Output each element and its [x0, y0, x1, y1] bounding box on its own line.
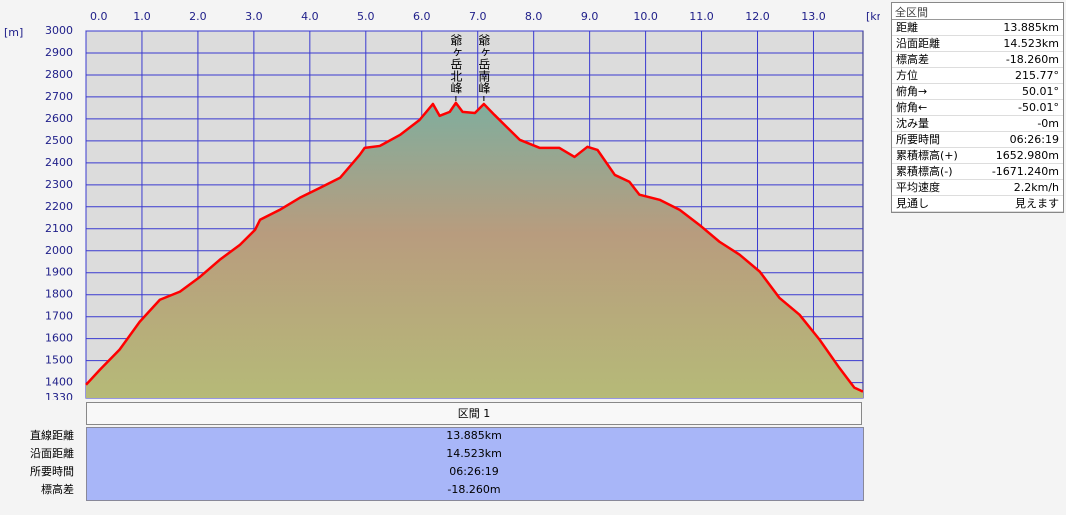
summary-value: 06:26:19: [1009, 133, 1059, 146]
summary-label: 方位: [896, 69, 918, 82]
summary-value: -1671.240m: [991, 165, 1059, 178]
y-tick-label: 2000: [45, 244, 73, 257]
x-tick-label: 12.0: [745, 10, 770, 23]
summary-value: 2.2km/h: [1013, 181, 1059, 194]
section-table: 区間 1 直線距離 13.885km 沿面距離 14.523km 所要時間 06:26:1…: [0, 402, 864, 501]
peak-label: 爺ヶ岳南峰: [477, 34, 491, 94]
summary-value: -0m: [1037, 117, 1059, 130]
y-axis-unit: [m]: [4, 26, 23, 39]
x-axis-unit: [km]: [866, 10, 880, 23]
section-value: -18.260m: [447, 483, 501, 496]
summary-label: 俯角→: [896, 85, 928, 98]
y-tick-label: 1600: [45, 332, 73, 345]
summary-value: 1652.980m: [995, 149, 1059, 162]
summary-value: 50.01°: [1022, 85, 1059, 98]
y-tick-label: 2100: [45, 222, 73, 235]
y-tick-label: 1700: [45, 310, 73, 323]
summary-value: 14.523km: [1003, 37, 1059, 50]
summary-row: 累積標高(+) 1652.980m: [892, 148, 1063, 164]
summary-row: 平均速度 2.2km/h: [892, 180, 1063, 196]
summary-label: 累積標高(-): [896, 165, 953, 178]
summary-row: 見通し 見えます: [892, 196, 1063, 212]
summary-row: 累積標高(-) -1671.240m: [892, 164, 1063, 180]
summary-value: 215.77°: [1015, 69, 1059, 82]
y-tick-label: 1800: [45, 288, 73, 301]
y-tick-label: 2800: [45, 68, 73, 81]
section-row: 直線距離 13.885km: [0, 427, 864, 445]
x-tick-label: 4.0: [301, 10, 319, 23]
y-tick-label: 2600: [45, 112, 73, 125]
x-tick-label: 8.0: [525, 10, 543, 23]
summary-label: 見通し: [896, 197, 929, 210]
profile-line: [85, 101, 864, 393]
x-tick-label: 6.0: [413, 10, 431, 23]
summary-label: 俯角←: [896, 101, 928, 114]
x-tick-label: 10.0: [633, 10, 658, 23]
y-tick-label: 1900: [45, 266, 73, 279]
summary-row: 俯角→ 50.01°: [892, 84, 1063, 100]
y-tick-label: 2200: [45, 200, 73, 213]
section-row: 所要時間 06:26:19: [0, 463, 864, 481]
y-tick-label: 2700: [45, 90, 73, 103]
summary-label: 沿面距離: [896, 37, 940, 50]
summary-row: 沈み量 -0m: [892, 116, 1063, 132]
summary-panel: 全区間 距離 13.885km 沿面距離 14.523km 標高差 -18.260m 方位 2…: [891, 2, 1064, 213]
summary-row: 所要時間 06:26:19: [892, 132, 1063, 148]
summary-label: 累積標高(+): [896, 149, 958, 162]
y-tick-label: 2300: [45, 178, 73, 191]
summary-value: 見えます: [1015, 197, 1059, 210]
summary-value: -18.260m: [1005, 53, 1059, 66]
summary-label: 所要時間: [896, 133, 940, 146]
summary-value: -50.01°: [1018, 101, 1059, 114]
summary-title: 全区間: [892, 3, 1063, 20]
section-label: 直線距離: [30, 429, 74, 442]
section-label: 標高差: [41, 483, 74, 496]
summary-label: 標高差: [896, 53, 929, 66]
section-value: 14.523km: [446, 447, 502, 460]
summary-label: 平均速度: [896, 181, 940, 194]
x-tick-label: 1.0: [133, 10, 151, 23]
summary-value: 13.885km: [1003, 21, 1059, 34]
summary-label: 沈み量: [896, 117, 929, 130]
summary-label: 距離: [896, 21, 918, 34]
summary-row: 沿面距離 14.523km: [892, 36, 1063, 52]
y-tick-label: 2400: [45, 156, 73, 169]
y-tick-label: 1500: [45, 354, 73, 367]
section-label: 沿面距離: [30, 447, 74, 460]
y-tick-label: 2500: [45, 134, 73, 147]
x-tick-label: 3.0: [245, 10, 263, 23]
section-row: 沿面距離 14.523km: [0, 445, 864, 463]
summary-row: 距離 13.885km: [892, 20, 1063, 36]
y-tick-label: 3000: [45, 24, 73, 37]
section-row: 標高差 -18.260m: [0, 481, 864, 499]
x-tick-label: 0.0: [90, 10, 108, 23]
peak-label: 爺ヶ岳北峰: [449, 34, 463, 94]
y-tick-label: 1330: [45, 391, 73, 400]
section-value: 06:26:19: [449, 465, 499, 478]
x-tick-label: 2.0: [189, 10, 207, 23]
y-tick-label: 1400: [45, 376, 73, 389]
y-tick-label: 2900: [45, 46, 73, 59]
x-tick-label: 7.0: [469, 10, 487, 23]
section-header[interactable]: 区間 1: [86, 402, 862, 425]
x-tick-label: 11.0: [689, 10, 714, 23]
summary-row: 方位 215.77°: [892, 68, 1063, 84]
section-value: 13.885km: [446, 429, 502, 442]
x-tick-label: 5.0: [357, 10, 375, 23]
summary-row: 俯角← -50.01°: [892, 100, 1063, 116]
summary-row: 標高差 -18.260m: [892, 52, 1063, 68]
section-values-bg: [86, 427, 864, 501]
terrain-area: [86, 102, 863, 398]
section-label: 所要時間: [30, 465, 74, 478]
profile-chart: [m] [km] 1330 1400 1500 1600 1700 1800 1900 200…: [4, 10, 880, 400]
x-tick-label: 13.0: [801, 10, 826, 23]
x-tick-label: 9.0: [581, 10, 599, 23]
